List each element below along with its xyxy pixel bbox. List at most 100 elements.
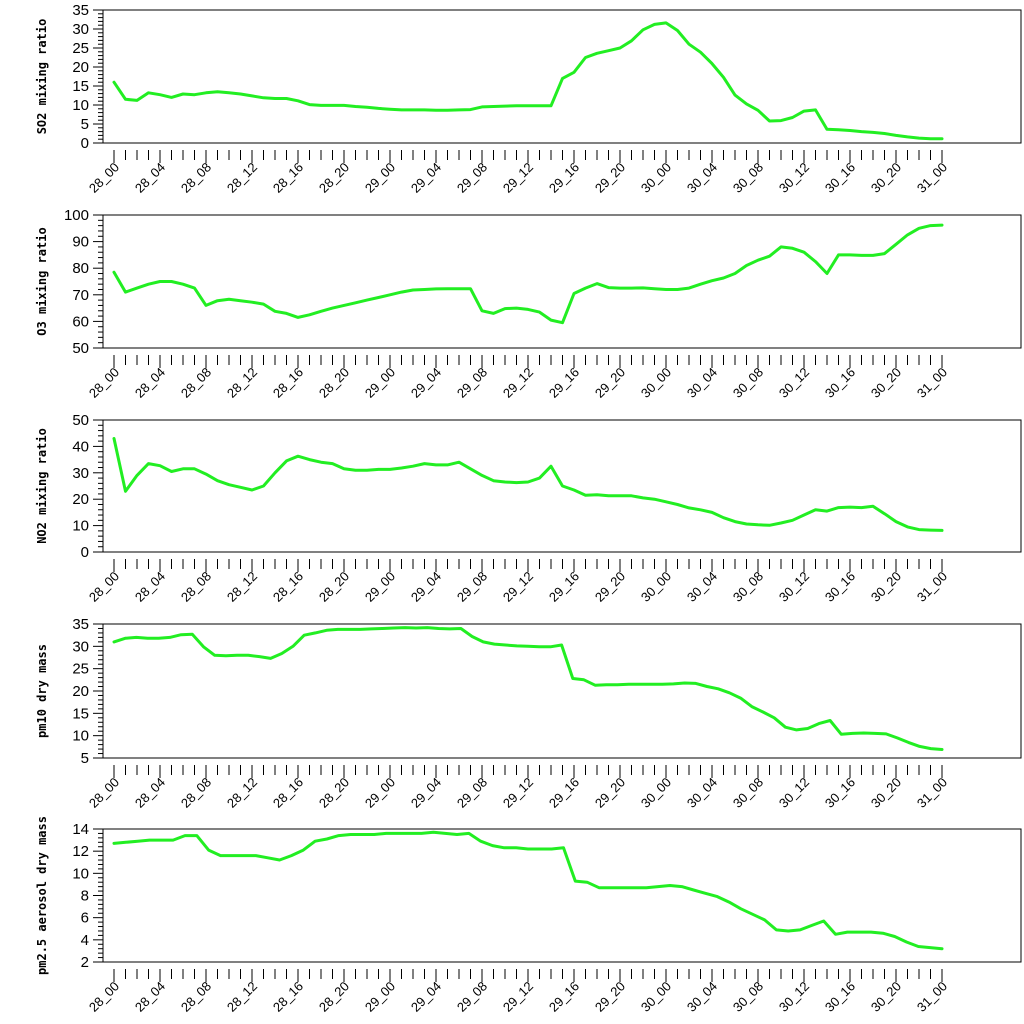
x-tick-label: 30_16 [822,365,858,401]
y-tick-label: 20 [72,59,89,76]
x-tick-label: 29_20 [592,775,628,811]
y-tick-label: 50 [72,340,89,357]
x-tick-label: 30_12 [776,775,812,811]
y-tick-label: 60 [72,313,89,330]
y-tick-label: 30 [72,21,89,38]
x-tick-label: 30_08 [730,365,766,401]
x-tick-label: 28_08 [178,569,214,605]
y-tick-label: 10 [72,728,89,745]
x-tick-label: 30_08 [730,775,766,811]
y-tick-label: 35 [72,2,89,19]
y-tick-label: 25 [72,661,89,678]
x-tick-label: 30_12 [776,979,812,1015]
x-tick-label: 30_00 [638,365,674,401]
x-tick-label: 28_08 [178,160,214,196]
x-tick-label: 29_16 [546,160,582,196]
chart-panel-1: 50 60 70 80 90 100 O3 mixing ratio 28_00 28_04 28… [35,207,1022,401]
x-tick-label: 30_04 [684,365,720,401]
y-tick-label: 15 [72,705,89,722]
y-tick-label: 10 [72,518,89,535]
y-tick-label: 10 [72,97,89,114]
x-tick-label: 29_12 [500,979,536,1015]
x-tick-label: 28_04 [132,979,168,1015]
x-tick-label: 31_00 [914,979,950,1015]
x-tick-label: 30_04 [684,979,720,1015]
x-tick-label: 28_16 [270,569,306,605]
chart-panel-2: 0 10 20 30 40 50 NO2 mixing ratio 28_00 28_04 28_… [35,412,1022,605]
x-tick-label: 28_04 [132,569,168,605]
x-tick-label: 30_16 [822,569,858,605]
y-tick-label: 90 [72,234,89,251]
x-tick-label: 29_00 [362,160,398,196]
x-tick-label: 28_16 [270,160,306,196]
x-tick-label: 28_16 [270,979,306,1015]
x-tick-label: 29_00 [362,569,398,605]
y-tick-label: 14 [72,821,89,838]
y-axis-label: NO2 mixing ratio [35,428,49,544]
x-tick-label: 30_20 [868,160,904,196]
plot-frame [102,419,1022,553]
x-tick-label: 28_00 [86,775,122,811]
y-tick-label: 40 [72,438,89,455]
plot-frame [102,9,1022,144]
x-tick-label: 29_12 [500,365,536,401]
x-tick-label: 30_12 [776,569,812,605]
x-tick-label: 30_00 [638,775,674,811]
x-tick-label: 30_04 [684,775,720,811]
x-tick-label: 30_20 [868,775,904,811]
x-tick-label: 30_12 [776,160,812,196]
x-tick-label: 28_20 [316,160,352,196]
x-tick-label: 29_16 [546,569,582,605]
x-tick-label: 30_20 [868,569,904,605]
x-tick-label: 30_16 [822,979,858,1015]
x-tick-label: 29_20 [592,160,628,196]
chart-panel-4: 2 4 6 8 10 12 14 pm2.5 aerosol dry mass 28_00 28_… [35,816,1022,1015]
series-line [112,626,944,751]
x-tick-label: 28_00 [86,365,122,401]
x-tick-label: 31_00 [914,365,950,401]
x-tick-label: 31_00 [914,160,950,196]
x-tick-label: 28_00 [86,569,122,605]
y-tick-label: 15 [72,78,89,95]
y-tick-label: 8 [81,888,89,905]
x-tick-label: 30_04 [684,160,720,196]
y-axis-label: pm2.5 aerosol dry mass [35,816,49,975]
x-tick-label: 30_20 [868,365,904,401]
x-tick-label: 29_04 [408,365,444,401]
x-tick-label: 28_08 [178,979,214,1015]
y-tick-label: 35 [72,616,89,633]
x-tick-label: 28_08 [178,365,214,401]
y-tick-label: 25 [72,40,89,57]
y-tick-label: 0 [81,544,89,561]
x-tick-label: 31_00 [914,569,950,605]
x-tick-label: 28_16 [270,775,306,811]
y-tick-label: 30 [72,465,89,482]
series-line [112,830,944,951]
x-tick-label: 28_00 [86,979,122,1015]
y-tick-label: 10 [72,865,89,882]
y-tick-label: 20 [72,491,89,508]
chart-panel-0: 0 5 10 15 20 25 30 35 SO2 mixing ratio 28_00 28_04… [35,2,1022,196]
chart-panel-3: 5 10 15 20 25 30 35 pm10 dry mass 28_00 28_04 28_0… [35,616,1022,811]
x-tick-label: 29_20 [592,365,628,401]
x-tick-label: 28_20 [316,365,352,401]
x-tick-label: 29_20 [592,569,628,605]
y-tick-label: 0 [81,135,89,152]
x-tick-label: 28_04 [132,160,168,196]
series-line [112,21,944,141]
x-tick-label: 29_04 [408,979,444,1015]
x-tick-label: 29_08 [454,160,490,196]
y-axis-label: O3 mixing ratio [35,227,49,335]
x-tick-label: 29_20 [592,979,628,1015]
x-tick-label: 30_00 [638,569,674,605]
y-tick-label: 5 [81,750,89,767]
x-tick-label: 29_08 [454,365,490,401]
x-tick-label: 30_08 [730,160,766,196]
y-tick-label: 5 [81,116,89,133]
y-axis-label: pm10 dry mass [35,644,49,738]
x-tick-label: 29_00 [362,365,398,401]
y-axis-label: SO2 mixing ratio [35,19,49,135]
x-tick-label: 30_08 [730,569,766,605]
x-tick-label: 28_04 [132,775,168,811]
